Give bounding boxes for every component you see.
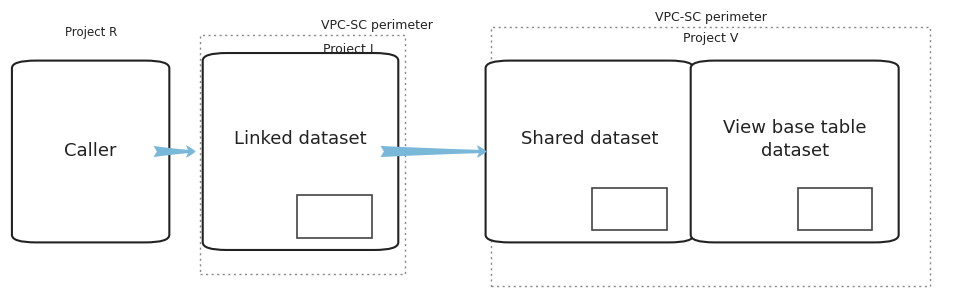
Text: table: table bbox=[820, 204, 848, 214]
Text: Shared dataset: Shared dataset bbox=[520, 130, 658, 148]
FancyBboxPatch shape bbox=[797, 188, 871, 230]
Text: view: view bbox=[617, 204, 641, 214]
Text: VPC-SC perimeter: VPC-SC perimeter bbox=[654, 11, 766, 24]
Text: VPC-SC perimeter: VPC-SC perimeter bbox=[320, 19, 433, 32]
Text: Linked dataset: Linked dataset bbox=[233, 130, 367, 148]
FancyBboxPatch shape bbox=[485, 61, 693, 242]
Text: Project L: Project L bbox=[323, 43, 376, 56]
FancyBboxPatch shape bbox=[690, 61, 898, 242]
FancyBboxPatch shape bbox=[11, 61, 170, 242]
Text: Project R: Project R bbox=[65, 26, 116, 39]
FancyBboxPatch shape bbox=[592, 188, 666, 230]
Text: Caller: Caller bbox=[64, 142, 117, 161]
FancyBboxPatch shape bbox=[202, 53, 398, 250]
Text: view: view bbox=[321, 211, 347, 222]
FancyBboxPatch shape bbox=[296, 195, 371, 238]
Text: Project V: Project V bbox=[682, 32, 738, 45]
Text: View base table
dataset: View base table dataset bbox=[722, 118, 865, 160]
